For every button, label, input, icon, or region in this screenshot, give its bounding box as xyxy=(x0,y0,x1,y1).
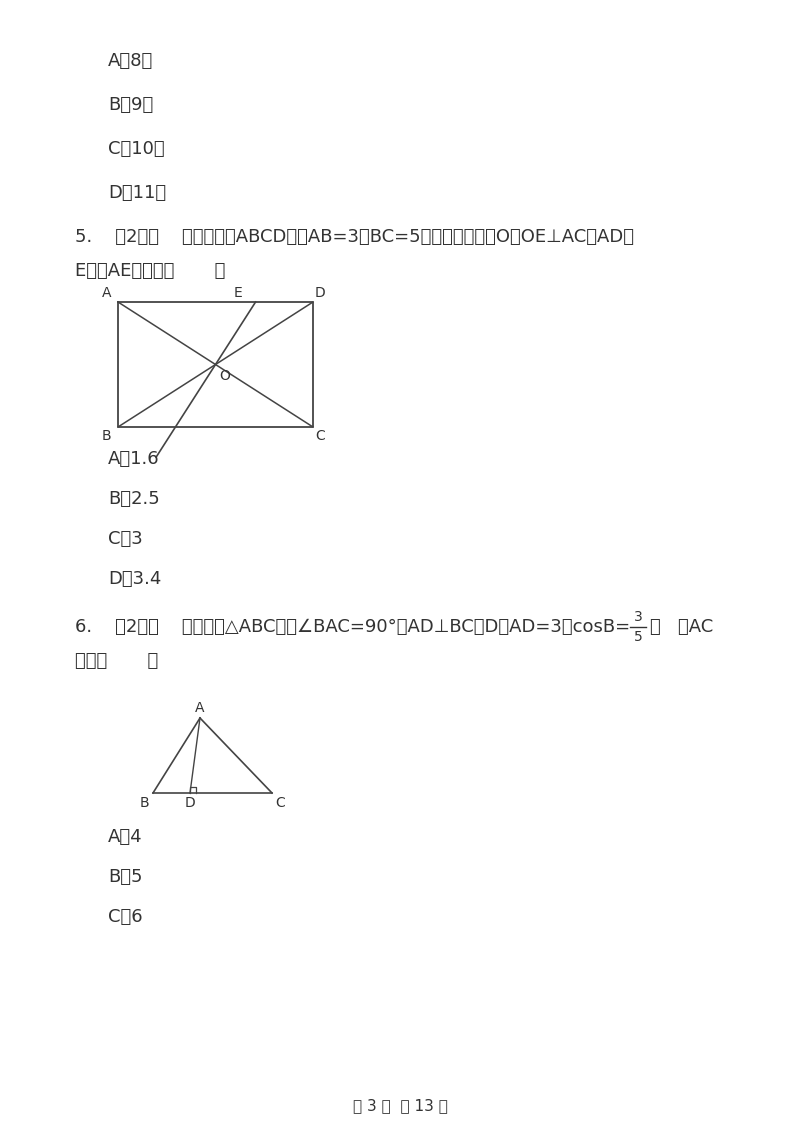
Text: A: A xyxy=(195,701,205,715)
Text: D．3.4: D．3.4 xyxy=(108,571,162,588)
Text: C: C xyxy=(275,796,285,811)
Text: A: A xyxy=(102,286,111,300)
Text: A．8米: A．8米 xyxy=(108,52,154,70)
Text: 等于（       ）: 等于（ ） xyxy=(75,652,158,670)
Text: D: D xyxy=(185,796,195,811)
Text: 5: 5 xyxy=(634,631,642,644)
Text: D: D xyxy=(315,286,326,300)
Text: B: B xyxy=(139,796,149,811)
Text: 5.    （2分）    如图，矩形ABCD中，AB=3，BC=5．过对角线交点O作OE⊥AC交AD于: 5. （2分） 如图，矩形ABCD中，AB=3，BC=5．过对角线交点O作OE⊥… xyxy=(75,228,634,246)
Text: B．9米: B．9米 xyxy=(108,96,154,114)
Text: 3: 3 xyxy=(634,610,642,624)
Text: A．1.6: A．1.6 xyxy=(108,451,160,468)
Text: A．4: A．4 xyxy=(108,827,142,846)
Text: 6.    （2分）    如图，在△ABC中，∠BAC=90°，AD⊥BC于D，AD=3，cosB=: 6. （2分） 如图，在△ABC中，∠BAC=90°，AD⊥BC于D，AD=3，… xyxy=(75,618,630,636)
Text: D．11米: D．11米 xyxy=(108,185,166,201)
Text: O: O xyxy=(219,369,230,383)
Text: B．2.5: B．2.5 xyxy=(108,490,160,508)
Text: ，   则AC: ， 则AC xyxy=(650,618,714,636)
Text: E，则AE的长是（       ）: E，则AE的长是（ ） xyxy=(75,261,226,280)
Text: C．10米: C．10米 xyxy=(108,140,165,158)
Text: 第 3 页  共 13 页: 第 3 页 共 13 页 xyxy=(353,1098,447,1113)
Text: C．6: C．6 xyxy=(108,908,142,926)
Text: B．5: B．5 xyxy=(108,868,142,886)
Text: E: E xyxy=(234,286,242,300)
Text: C．3: C．3 xyxy=(108,530,142,548)
Text: B: B xyxy=(102,429,111,443)
Text: C: C xyxy=(315,429,325,443)
